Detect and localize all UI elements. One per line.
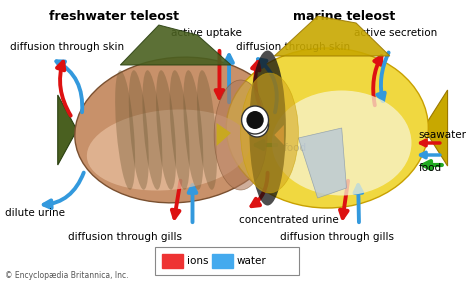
Text: active secretion: active secretion <box>354 28 438 38</box>
Text: seawater: seawater <box>419 130 467 140</box>
Circle shape <box>246 111 264 129</box>
Text: food: food <box>419 163 442 173</box>
Ellipse shape <box>183 70 203 190</box>
Polygon shape <box>217 123 231 146</box>
Ellipse shape <box>226 48 428 208</box>
Ellipse shape <box>197 70 217 190</box>
Polygon shape <box>298 128 346 198</box>
Text: diffusion through skin: diffusion through skin <box>9 42 124 52</box>
Text: concentrated urine: concentrated urine <box>239 215 338 225</box>
Text: freshwater teleost: freshwater teleost <box>48 10 179 23</box>
Ellipse shape <box>249 51 286 205</box>
Ellipse shape <box>142 70 163 190</box>
Text: food: food <box>284 143 307 153</box>
Ellipse shape <box>214 80 267 190</box>
Circle shape <box>246 113 269 137</box>
Polygon shape <box>274 16 390 56</box>
Polygon shape <box>120 25 231 65</box>
Bar <box>162 254 183 268</box>
Text: water: water <box>237 256 266 266</box>
Ellipse shape <box>87 110 250 190</box>
Polygon shape <box>130 155 173 195</box>
Text: diffusion through gills: diffusion through gills <box>68 232 182 242</box>
Ellipse shape <box>129 70 149 190</box>
Text: diffusion through skin: diffusion through skin <box>236 42 350 52</box>
Text: dilute urine: dilute urine <box>5 208 65 218</box>
Text: marine teleost: marine teleost <box>293 10 396 23</box>
Text: © Encyclopædia Britannica, Inc.: © Encyclopædia Britannica, Inc. <box>5 271 128 280</box>
Ellipse shape <box>241 73 298 193</box>
Ellipse shape <box>156 70 176 190</box>
Polygon shape <box>58 95 77 165</box>
Text: active uptake: active uptake <box>171 28 242 38</box>
Ellipse shape <box>272 90 411 195</box>
Polygon shape <box>274 125 284 145</box>
Text: ions: ions <box>187 256 208 266</box>
Polygon shape <box>423 90 447 166</box>
Ellipse shape <box>75 57 281 203</box>
Circle shape <box>254 122 260 128</box>
Circle shape <box>250 118 264 132</box>
Circle shape <box>242 106 269 134</box>
FancyBboxPatch shape <box>155 247 300 275</box>
Text: diffusion through gills: diffusion through gills <box>280 232 394 242</box>
Ellipse shape <box>170 70 190 190</box>
Ellipse shape <box>115 70 135 190</box>
Bar <box>212 254 233 268</box>
